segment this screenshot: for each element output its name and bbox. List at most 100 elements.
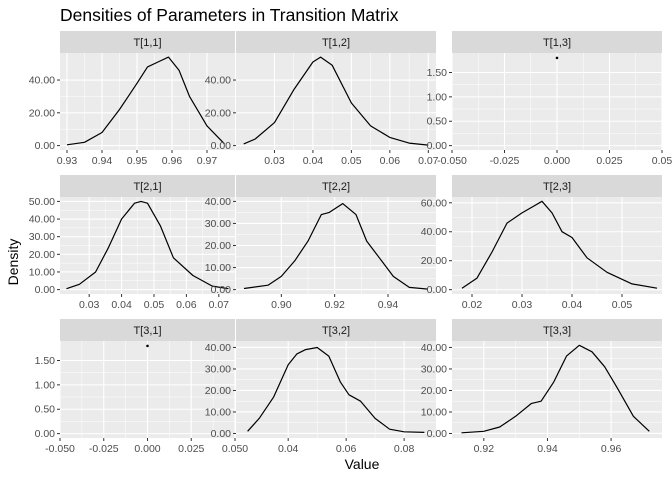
x-tick-label: 0.95: [127, 155, 148, 167]
x-tick-label: 0.05: [341, 155, 362, 167]
y-tick-label: 0.00: [211, 428, 232, 440]
y-tick-label: 20.00: [29, 249, 55, 261]
y-tick-label: 20.00: [421, 385, 447, 397]
facet-panel-background: [452, 197, 662, 294]
density-line: [461, 200, 658, 289]
x-tick-label: 0.04: [278, 443, 299, 455]
y-tick-label: 40.00: [29, 75, 55, 87]
x-tick-label: 0.050: [222, 443, 248, 455]
x-tick-label: 0.03: [79, 299, 100, 311]
facet-strip-label: T[1,3]: [543, 37, 571, 49]
facet-strip: [236, 319, 436, 341]
y-tick-label: 0.00: [35, 140, 56, 152]
facet-strip: [452, 175, 662, 197]
x-tick-label: 0.94: [92, 155, 113, 167]
x-tick-label: -0.050: [45, 443, 75, 455]
density-line: [66, 200, 229, 290]
x-tick-label: 0.000: [544, 155, 570, 167]
facet-strip: [236, 31, 436, 53]
facet-strip-label: T[3,3]: [543, 325, 571, 337]
facet-strip: [60, 319, 235, 341]
x-tick-label: 0.05: [144, 299, 165, 311]
facet-panel: T[1,2] 0.03 0.04 0.05 0.06 0.07 0.00 20.00 40.00: [205, 31, 439, 167]
x-tick-label: 0.07: [418, 155, 439, 167]
facet-panel: T[2,2] 0.90 0.92 0.94 0.00 10.00 20.00 30.00 40.…: [205, 175, 436, 311]
facet-strip-label: T[1,2]: [322, 37, 350, 49]
facet-panel-background: [236, 341, 436, 438]
y-tick-label: 40.00: [421, 226, 447, 238]
facet-panel: T[1,1] 0.93 0.94 0.95 0.96 0.97 0.00 20.00 40.00: [29, 31, 235, 167]
x-tick-label: 0.04: [303, 155, 324, 167]
facet-strip: [236, 175, 436, 197]
y-tick-label: 60.00: [421, 197, 447, 209]
x-tick-label: 0.08: [394, 443, 415, 455]
x-tick-label: 0.03: [512, 299, 533, 311]
y-tick-label: 1.50: [35, 355, 56, 367]
facet-panel-background: [236, 53, 436, 150]
density-line: [66, 56, 225, 146]
y-tick-label: 0.00: [427, 284, 448, 296]
facet-strip-label: T[2,1]: [133, 181, 161, 193]
y-tick-label: 30.00: [421, 363, 447, 375]
y-tick-label: 10.00: [29, 266, 55, 278]
density-line: [247, 346, 425, 433]
y-tick-label: 40.00: [205, 196, 231, 208]
x-tick-label: 0.07: [209, 299, 230, 311]
y-tick-label: 1.00: [427, 91, 448, 103]
y-tick-label: 0.00: [427, 428, 448, 440]
x-tick-label: 0.96: [162, 155, 183, 167]
facet-panel: T[2,3] 0.02 0.03 0.04 0.05 0.00 20.00 40.00 60.0…: [421, 175, 662, 311]
facet-grid: T[1,1] 0.93 0.94 0.95 0.96 0.97 0.00 20.00 40.00…: [29, 31, 672, 455]
facet-panel: T[2,1] 0.03 0.04 0.05 0.06 0.07 0.00 10.00 20.00…: [29, 175, 235, 311]
x-tick-label: 0.97: [197, 155, 218, 167]
facet-strip-label: T[2,2]: [322, 181, 350, 193]
facet-panel: T[3,3] 0.92 0.94 0.96 0.00 10.00 20.00 30.00 40.…: [421, 319, 662, 455]
y-tick-label: 40.00: [205, 342, 231, 354]
facet-strip-label: T[3,2]: [322, 325, 350, 337]
x-tick-label: 0.94: [537, 443, 558, 455]
x-tick-label: -0.025: [89, 443, 119, 455]
y-tick-label: 10.00: [421, 406, 447, 418]
y-tick-label: 30.00: [205, 218, 231, 230]
y-tick-label: 40.00: [421, 342, 447, 354]
x-tick-label: 0.90: [271, 299, 292, 311]
x-tick-label: 0.025: [596, 155, 622, 167]
density-line: [243, 56, 429, 146]
x-tick-label: 0.96: [601, 443, 622, 455]
y-tick-label: 30.00: [205, 363, 231, 375]
facet-panel: T[3,1] -0.050 -0.025 0.000 0.025 0.050 0.00 0.5…: [35, 319, 248, 455]
y-tick-label: 1.50: [427, 67, 448, 79]
y-tick-label: 20.00: [205, 385, 231, 397]
y-tick-label: 10.00: [205, 262, 231, 274]
y-tick-label: 0.00: [35, 428, 56, 440]
facet-strip: [452, 31, 662, 53]
facet-panel-background: [452, 341, 662, 438]
facet-panel-background: [60, 53, 235, 150]
y-tick-label: 20.00: [205, 240, 231, 252]
facet-strip: [60, 175, 235, 197]
y-tick-label: 0.50: [35, 404, 56, 416]
facet-panel: T[1,3] -0.050 -0.025 0.000 0.025 0.05 0.00 0.50…: [427, 31, 672, 167]
y-tick-label: 20.00: [205, 107, 231, 119]
x-tick-label: 0.000: [134, 443, 160, 455]
x-tick-label: -0.050: [437, 155, 467, 167]
x-tick-label: 0.05: [652, 155, 672, 167]
y-tick-label: 50.00: [29, 196, 55, 208]
x-tick-label: 0.02: [462, 299, 483, 311]
density-line: [243, 203, 429, 290]
x-tick-label: 0.92: [474, 443, 495, 455]
y-tick-label: 0.00: [35, 284, 56, 296]
facet-strip-label: T[2,3]: [543, 181, 571, 193]
y-tick-label: 0.00: [211, 284, 232, 296]
x-tick-label: 0.04: [111, 299, 132, 311]
facet-strip: [452, 319, 662, 341]
x-axis-title: Value: [345, 456, 380, 472]
facet-panel: T[3,2] 0.04 0.06 0.08 0.00 10.00 20.00 30.00 40.…: [205, 319, 436, 455]
y-axis-title: Density: [5, 239, 21, 286]
y-tick-label: 40.00: [29, 214, 55, 226]
density-line: [461, 344, 650, 434]
x-tick-label: 0.03: [264, 155, 285, 167]
y-tick-label: 40.00: [205, 75, 231, 87]
y-tick-label: 20.00: [421, 255, 447, 267]
facet-strip-label: T[1,1]: [133, 37, 161, 49]
